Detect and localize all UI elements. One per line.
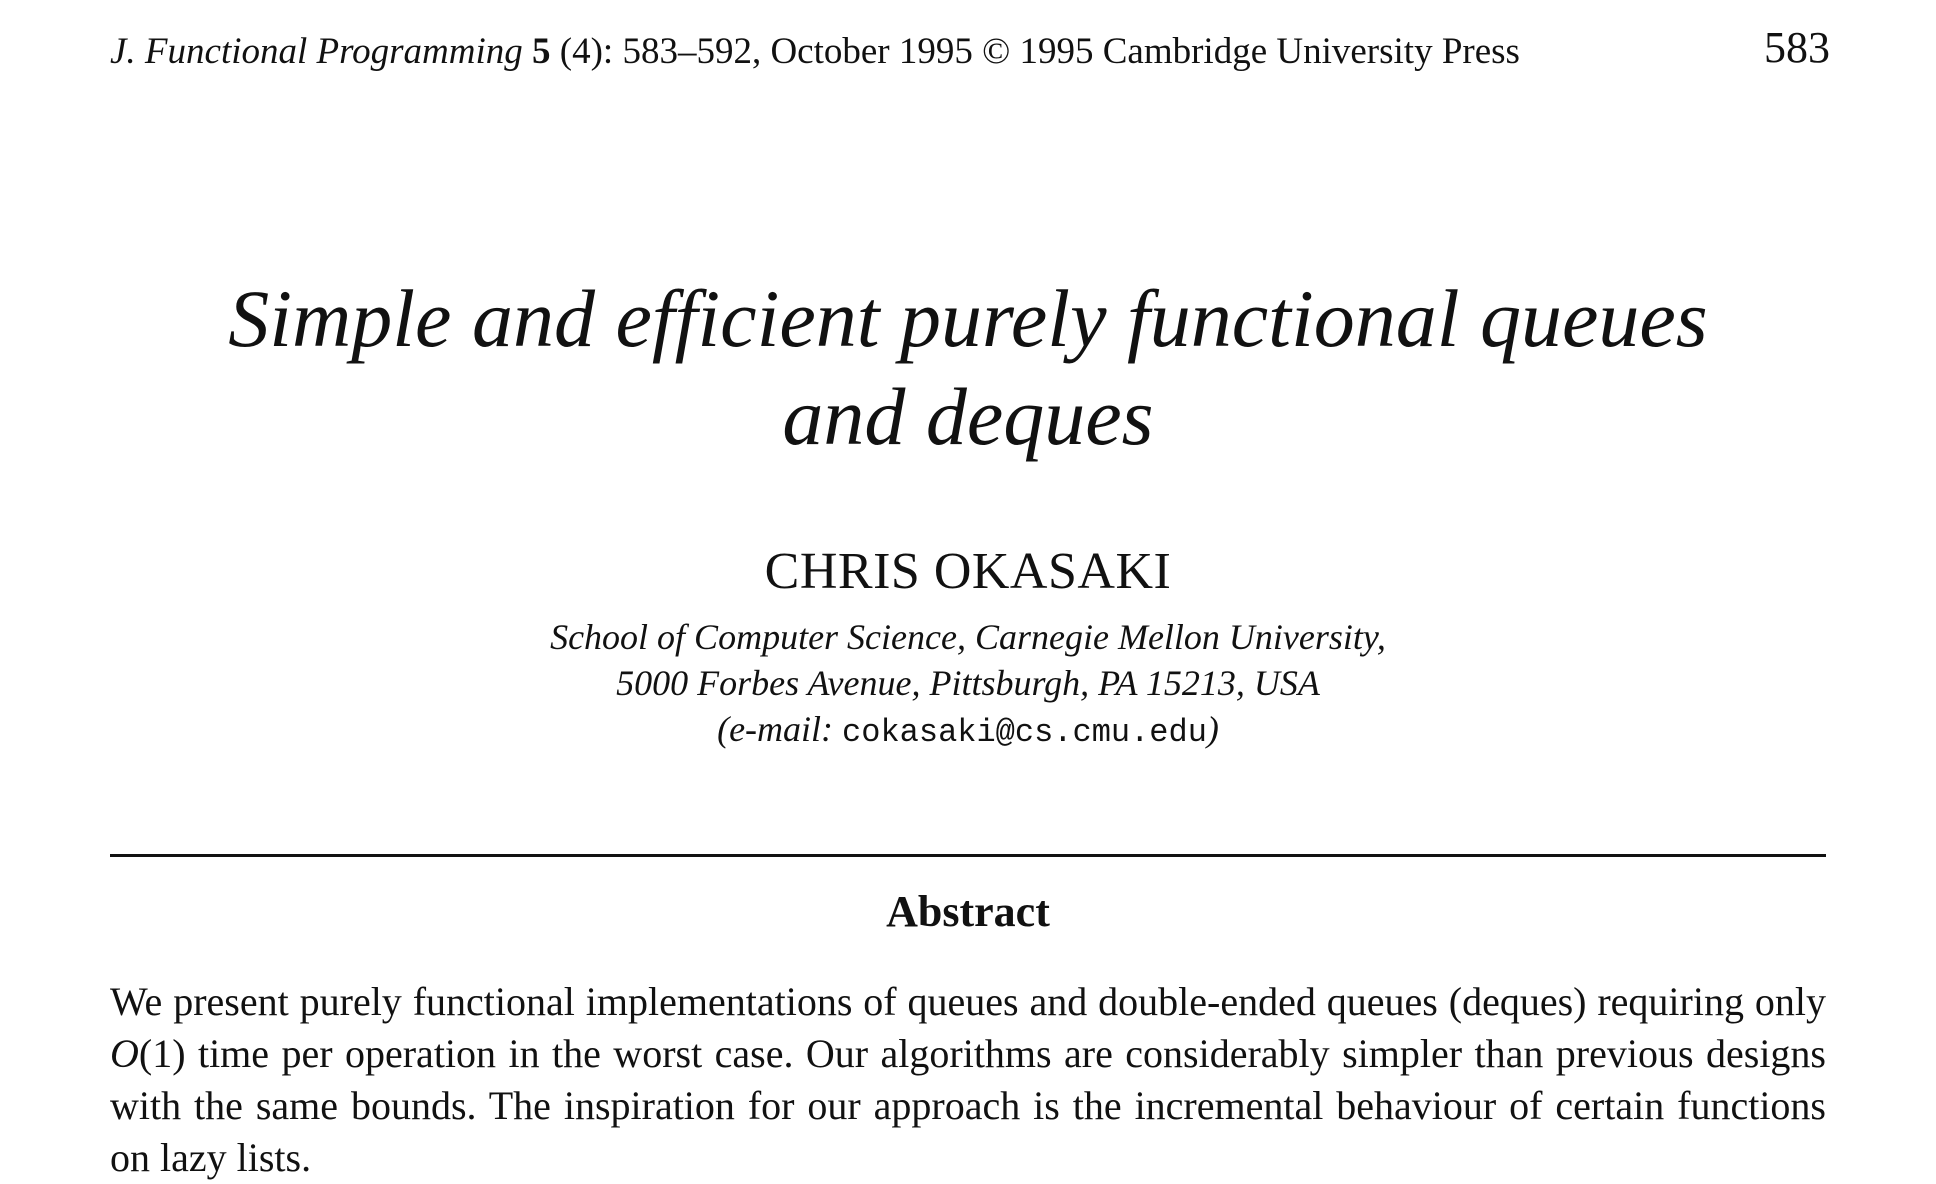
email-address: cokasaki@cs.cmu.edu: [842, 714, 1207, 751]
affiliation-line-2: 5000 Forbes Avenue, Pittsburgh, PA 15213…: [616, 663, 1320, 703]
running-head: J. Functional Programming 5 (4): 583–592…: [110, 22, 1830, 82]
author-name: CHRIS OKASAKI: [764, 543, 1172, 600]
affiliation-line-1: School of Computer Science, Carnegie Mel…: [550, 617, 1386, 657]
big-o-symbol: O: [110, 1031, 139, 1076]
email-line: (e-mail: cokasaki@cs.cmu.edu): [0, 706, 1936, 756]
horizontal-rule: [110, 854, 1826, 857]
journal-volume: 5: [532, 31, 551, 72]
page-number: 583: [1764, 23, 1830, 72]
big-o-argument: (1): [138, 1031, 186, 1076]
abstract-text: We present purely functional implementat…: [110, 976, 1826, 1184]
email-open: (e-mail:: [717, 709, 843, 749]
title-line-2: and deques: [782, 371, 1154, 462]
email-close: ): [1206, 709, 1219, 749]
journal-citation: J. Functional Programming 5 (4): 583–592…: [110, 22, 1520, 82]
title-line-1: Simple and efficient purely functional q…: [228, 273, 1708, 364]
abstract-heading: Abstract: [886, 887, 1050, 936]
journal-name: J. Functional Programming: [110, 31, 523, 72]
paper-title: Simple and efficient purely functional q…: [0, 270, 1936, 466]
abstract-text-part-1: We present purely functional implementat…: [110, 979, 1826, 1024]
abstract-text-part-2: time per operation in the worst case. Ou…: [110, 1031, 1826, 1180]
journal-issue-pages-date: (4): 583–592, October 1995 © 1995 Cambri…: [550, 31, 1520, 72]
author-affiliation: School of Computer Science, Carnegie Mel…: [0, 614, 1936, 756]
